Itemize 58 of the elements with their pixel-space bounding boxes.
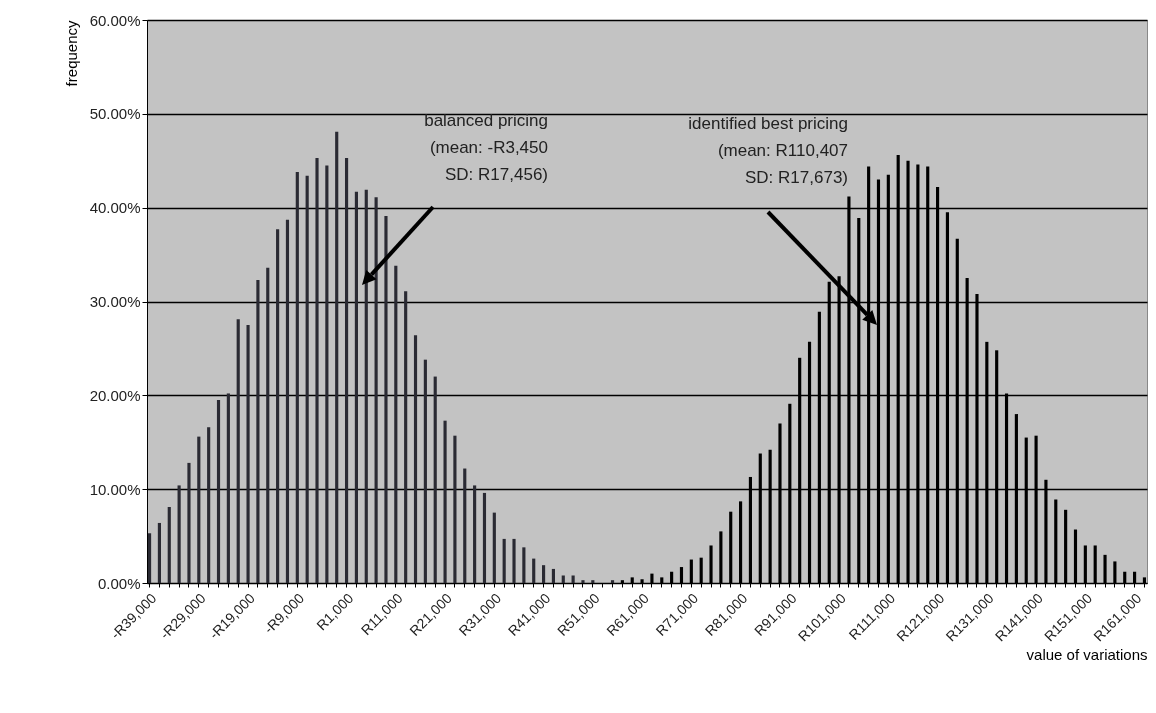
- bar: [423, 359, 427, 583]
- bar: [571, 575, 575, 583]
- bar: [374, 197, 378, 583]
- bar: [542, 565, 546, 583]
- bar: [384, 216, 388, 583]
- y-tick-label: 30.00%: [89, 293, 141, 310]
- bar: [591, 580, 595, 583]
- bar: [216, 400, 221, 583]
- bar: [295, 172, 299, 583]
- bar: [305, 175, 309, 583]
- bar: [266, 267, 270, 583]
- bar: [610, 580, 615, 583]
- bar: [532, 558, 536, 583]
- bar: [512, 538, 516, 583]
- y-tick-label: 50.00%: [89, 105, 141, 123]
- y-tick-label: 10.00%: [89, 480, 141, 498]
- bar: [394, 265, 398, 583]
- bar: [167, 507, 171, 583]
- bar: [207, 427, 211, 583]
- bar: [187, 462, 191, 583]
- bar: [276, 229, 280, 583]
- annotation: balanced pricing (mean: -R3,450 SD: R17,456): [424, 111, 548, 184]
- bar: [581, 580, 585, 583]
- bar: [335, 131, 339, 583]
- bar: [256, 279, 260, 583]
- bar: [551, 568, 555, 583]
- bar: [463, 468, 467, 583]
- bar: [561, 575, 565, 583]
- bar: [522, 547, 526, 583]
- bar: [315, 157, 319, 583]
- bar: [364, 189, 368, 583]
- bar: [404, 291, 408, 583]
- bar: [147, 533, 152, 583]
- bar: [502, 538, 506, 583]
- y-tick-label: 60.00%: [89, 11, 141, 29]
- bar: [443, 420, 447, 583]
- bar: [453, 435, 457, 583]
- bar: [325, 165, 329, 583]
- bar: [197, 436, 201, 583]
- bar: [246, 324, 250, 583]
- bar: [482, 492, 487, 583]
- bar: [285, 219, 290, 583]
- bar: [157, 522, 161, 583]
- y-tick-label: 40.00%: [89, 199, 141, 217]
- annotation: identified best pricing (mean: R110,407 SD: R17,673): [688, 114, 848, 187]
- bar: [354, 191, 358, 583]
- bar: [236, 319, 240, 583]
- y-tick-label: 20.00%: [89, 386, 141, 404]
- y-tick-label: 0.00%: [97, 574, 141, 592]
- bar: [433, 376, 437, 583]
- bar: [413, 335, 418, 583]
- y-axis-title: frequency: [62, 20, 80, 87]
- bar: [177, 485, 181, 583]
- bar: [473, 485, 477, 583]
- bar: [492, 512, 496, 583]
- bar: [344, 157, 349, 583]
- x-axis-title: value of variations: [1026, 646, 1148, 664]
- bar: [226, 393, 230, 583]
